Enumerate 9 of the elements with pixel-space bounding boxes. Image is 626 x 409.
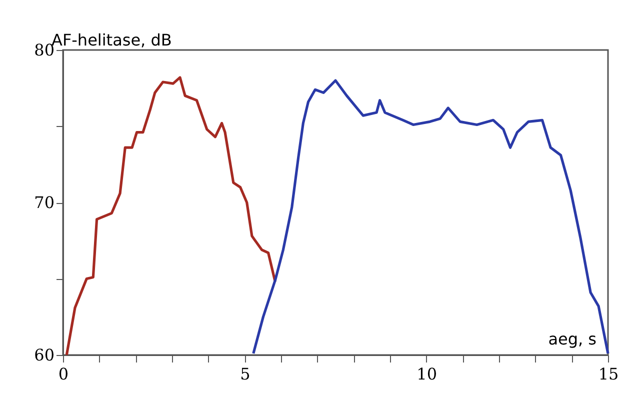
- y-tick-label: 60: [34, 346, 54, 364]
- x-tick-label: 5: [240, 364, 250, 384]
- line-series: [252, 79, 610, 355]
- x-axis-title: aeg, s: [548, 330, 596, 348]
- x-tick-label: 10: [416, 364, 438, 384]
- line-series: [65, 76, 276, 356]
- y-tick-label: 70: [34, 193, 54, 212]
- x-tick-label: 15: [598, 364, 619, 384]
- x-tick-label: 0: [58, 364, 69, 384]
